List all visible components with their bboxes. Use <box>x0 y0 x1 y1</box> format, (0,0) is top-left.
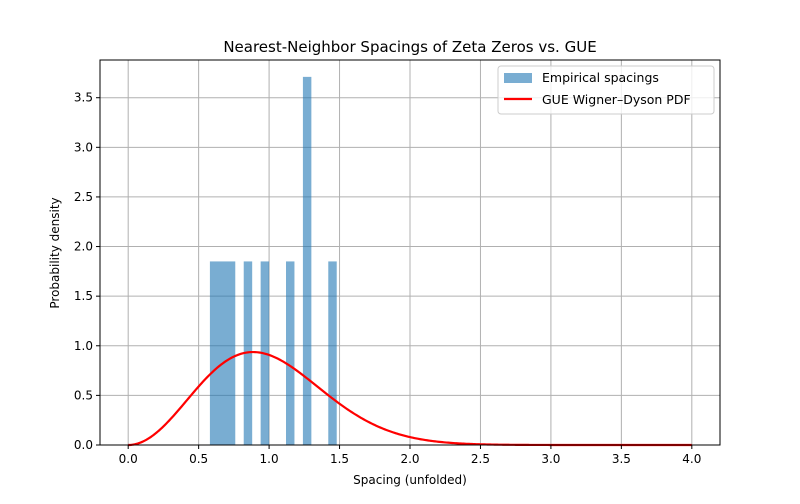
x-tick-label: 4.0 <box>682 452 701 466</box>
y-axis-ticks: 0.0 0.5 1.0 1.5 2.0 2.5 3.0 3.5 <box>74 91 100 452</box>
x-tick-label: 2.5 <box>471 452 490 466</box>
histogram-bar <box>328 261 337 445</box>
histogram-bars <box>209 76 337 445</box>
x-tick-label: 1.0 <box>260 452 279 466</box>
y-tick-label: 3.5 <box>74 91 93 105</box>
histogram-bar <box>209 261 236 445</box>
x-tick-label: 1.5 <box>330 452 349 466</box>
legend-box <box>497 65 715 115</box>
y-tick-label: 0.5 <box>74 388 93 402</box>
legend-label-gue: GUE Wigner–Dyson PDF <box>542 92 691 107</box>
y-tick-label: 3.0 <box>74 140 93 154</box>
x-tick-label: 3.5 <box>612 452 631 466</box>
x-tick-label: 2.0 <box>400 452 419 466</box>
x-axis-label: Spacing (unfolded) <box>353 473 467 487</box>
y-tick-label: 1.5 <box>74 289 93 303</box>
legend-swatch-empirical <box>504 73 532 83</box>
histogram-bar <box>302 76 312 445</box>
y-axis-label: Probability density <box>48 197 62 308</box>
chart-title: Nearest-Neighbor Spacings of Zeta Zeros … <box>223 38 596 56</box>
y-tick-label: 1.0 <box>74 339 93 353</box>
legend-label-empirical: Empirical spacings <box>542 70 659 85</box>
legend: Empirical spacings GUE Wigner–Dyson PDF <box>497 65 715 115</box>
histogram-bar <box>286 261 295 445</box>
y-tick-label: 0.0 <box>74 438 93 452</box>
x-tick-label: 0.0 <box>119 452 138 466</box>
grid-lines <box>100 60 720 446</box>
x-tick-label: 0.5 <box>189 452 208 466</box>
x-tick-label: 3.0 <box>541 452 560 466</box>
y-tick-label: 2.0 <box>74 240 93 254</box>
y-tick-label: 2.5 <box>74 190 93 204</box>
x-axis-ticks: 0.0 0.5 1.0 1.5 2.0 2.5 3.0 3.5 4.0 <box>119 445 701 466</box>
